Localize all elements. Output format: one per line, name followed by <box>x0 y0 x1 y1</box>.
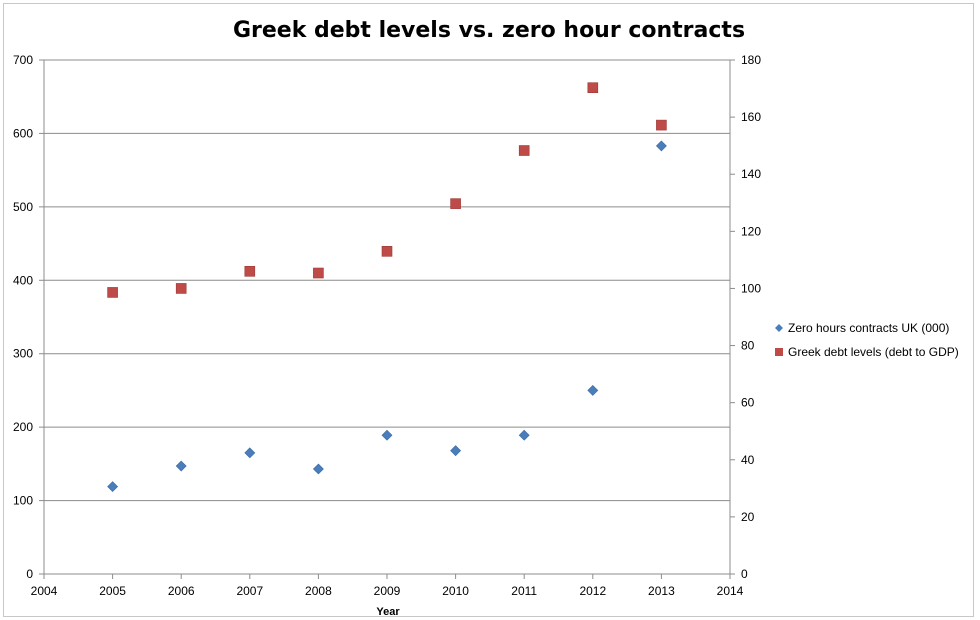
y-tick-label-right: 0 <box>741 567 748 581</box>
y-tick-label-left: 200 <box>13 420 33 434</box>
x-tick-label: 2006 <box>168 584 195 598</box>
zero-hours-point <box>312 463 324 475</box>
y-tick-label-right: 40 <box>741 453 755 467</box>
greek-debt-point <box>313 267 324 279</box>
greek-debt-point <box>450 198 461 209</box>
x-tick-label: 2013 <box>648 584 675 598</box>
x-tick-label: 2014 <box>717 584 744 598</box>
greek-debt-point <box>587 82 599 93</box>
x-tick-label: 2005 <box>99 584 126 598</box>
zero-hours-point <box>450 445 462 457</box>
y-tick-label-left: 600 <box>13 126 33 140</box>
y-tick-label-left: 400 <box>13 273 33 287</box>
greek-debt-point <box>656 119 667 131</box>
y-tick-label-left: 700 <box>13 53 33 67</box>
x-tick-label: 2007 <box>236 584 263 598</box>
legend-marker-square <box>775 348 783 356</box>
greek-debt-point <box>107 287 118 298</box>
series-2 <box>107 82 667 298</box>
x-tick-label: 2008 <box>305 584 332 598</box>
legend-label: Zero hours contracts UK (000) <box>788 321 949 335</box>
greek-debt-point <box>518 145 530 156</box>
y-tick-label-left: 100 <box>13 494 33 508</box>
y-tick-label-left: 300 <box>13 347 33 361</box>
zero-hours-point <box>655 140 667 152</box>
x-tick-label: 2011 <box>511 584 537 598</box>
x-tick-label: 2004 <box>31 584 58 598</box>
x-tick-label: 2010 <box>442 584 469 598</box>
chart-title: Greek debt levels vs. zero hour contract… <box>233 18 745 43</box>
chart-frame <box>3 3 974 617</box>
zero-hours-point <box>381 429 393 441</box>
legend-entry: Greek debt levels (debt to GDP) <box>775 345 959 359</box>
greek-debt-point <box>244 266 256 277</box>
y-tick-label-left: 0 <box>26 567 33 581</box>
y-tick-label-right: 80 <box>741 339 755 353</box>
y-tick-label-right: 140 <box>741 167 761 181</box>
y-tick-label-right: 160 <box>741 110 761 124</box>
legend-label: Greek debt levels (debt to GDP) <box>788 345 959 359</box>
zero-hours-point <box>244 447 256 459</box>
y-tick-label-right: 120 <box>741 224 761 238</box>
zero-hours-point <box>587 385 599 396</box>
y-tick-label-right: 60 <box>741 396 755 410</box>
greek-debt-point <box>175 283 187 294</box>
legend: Zero hours contracts UK (000) Greek debt … <box>775 321 959 359</box>
y-tick-label-left: 500 <box>13 200 33 214</box>
legend-marker-diamond <box>775 324 783 332</box>
zero-hours-point <box>107 481 119 493</box>
series-1 <box>107 140 667 493</box>
zero-hours-point <box>518 429 530 441</box>
x-tick-label: 2009 <box>374 584 401 598</box>
greek-debt-point <box>381 246 393 257</box>
y-tick-label-right: 180 <box>741 53 761 67</box>
y-tick-label-right: 100 <box>741 281 761 295</box>
x-axis-title: Year <box>376 606 400 618</box>
zero-hours-point <box>175 460 187 472</box>
y-tick-label-right: 20 <box>741 510 755 524</box>
legend-entry: Zero hours contracts UK (000) <box>775 321 949 335</box>
x-tick-label: 2012 <box>579 584 606 598</box>
